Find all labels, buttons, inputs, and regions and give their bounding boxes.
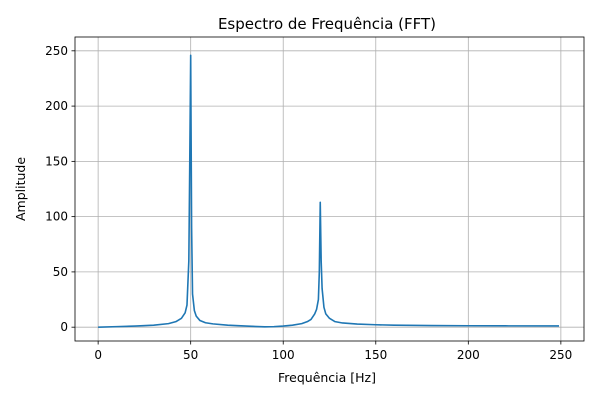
series-layer xyxy=(98,54,560,328)
y-axis-ticks: 0 50 100 150 200 250 xyxy=(45,44,75,334)
x-tick-label: 200 xyxy=(457,348,480,362)
x-tick-label: 250 xyxy=(549,348,572,362)
y-tick-label: 200 xyxy=(45,99,68,113)
x-axis-label: Frequência [Hz] xyxy=(278,370,376,385)
grid-lines xyxy=(75,37,584,341)
x-axis-ticks: 0 50 100 150 200 250 xyxy=(94,341,572,362)
fft-amplitude-line xyxy=(98,54,560,328)
x-tick-label: 0 xyxy=(94,348,102,362)
x-tick-label: 100 xyxy=(272,348,295,362)
x-tick-label: 150 xyxy=(364,348,387,362)
y-tick-label: 150 xyxy=(45,154,68,168)
y-axis-label: Amplitude xyxy=(13,157,28,221)
y-tick-label: 0 xyxy=(60,320,68,334)
y-tick-label: 250 xyxy=(45,44,68,58)
y-tick-label: 50 xyxy=(53,265,68,279)
chart-title: Espectro de Frequência (FFT) xyxy=(218,15,436,33)
x-tick-label: 50 xyxy=(183,348,198,362)
plot-area-frame xyxy=(74,36,585,342)
y-tick-label: 100 xyxy=(45,210,68,224)
